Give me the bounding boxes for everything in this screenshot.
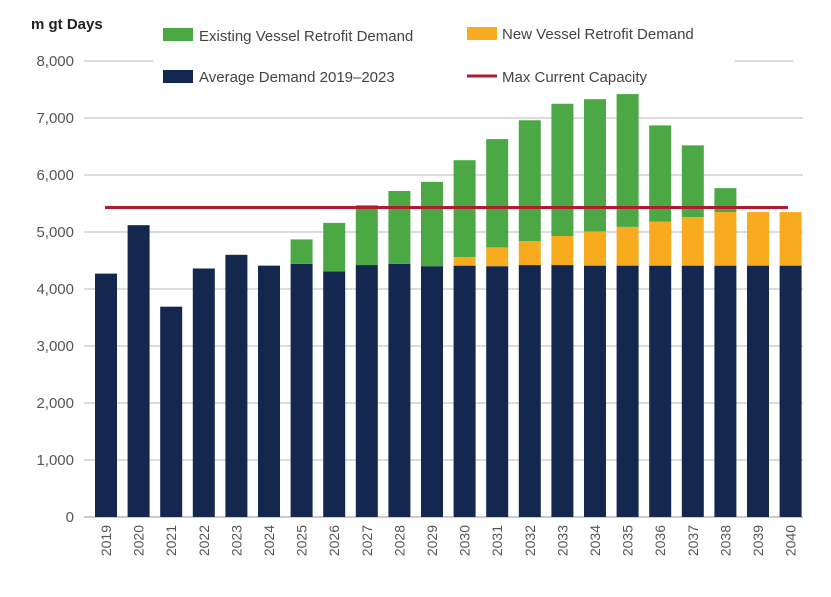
y-tick-label: 3,000 (36, 338, 74, 355)
bar-segment-new (779, 212, 802, 266)
bar-segment-new (584, 231, 606, 266)
y-axis-label: m gt Days (31, 16, 103, 33)
x-tick-label: 2037 (685, 525, 701, 556)
x-tick-label: 2021 (163, 525, 179, 556)
bar-segment-new (747, 212, 769, 266)
bar-segment-existing (681, 145, 704, 218)
bar-segment-average (486, 266, 509, 517)
x-tick-label: 2027 (359, 525, 375, 556)
bar-segment-existing (584, 99, 606, 232)
bar-segment-average (453, 265, 476, 517)
bar-segment-existing (290, 239, 313, 264)
bar-segment-average (388, 263, 411, 517)
x-tick-label: 2024 (261, 525, 277, 556)
bar-segment-average (681, 265, 704, 517)
legend: Existing Vessel Retrofit Demand New Vess… (163, 26, 694, 86)
bar-segment-existing (649, 125, 672, 222)
bar-segment-new (681, 217, 704, 266)
x-tick-label: 2031 (489, 525, 505, 556)
x-tick-label: 2028 (391, 525, 407, 556)
bar-segment-new (518, 241, 541, 266)
x-tick-label: 2038 (717, 525, 733, 556)
y-tick-label: 8,000 (36, 53, 74, 70)
bar-segment-new (714, 212, 737, 266)
x-tick-label: 2020 (131, 525, 147, 556)
bar-segment-average (355, 265, 378, 517)
x-tick-label: 2036 (652, 525, 668, 556)
y-tick-label: 7,000 (36, 110, 74, 127)
bar-segment-average (290, 263, 313, 517)
y-tick-label: 1,000 (36, 452, 74, 469)
bar-segment-existing (323, 222, 346, 272)
bar-segment-new (551, 235, 574, 266)
legend-swatch-average (163, 70, 193, 83)
bar-segment-existing (486, 139, 509, 248)
y-tick-label: 4,000 (36, 281, 74, 298)
bar-segment-average (192, 268, 215, 517)
x-axis-ticks: 2019 2020 2021 2022 2023 2024 2025 2026 2027 2028… (98, 525, 799, 556)
bar-segment-new (616, 226, 639, 266)
x-tick-label: 2025 (294, 525, 310, 556)
bar-segment-existing (388, 190, 411, 264)
bar-segment-existing (616, 94, 639, 227)
bar-segment-existing (518, 120, 541, 242)
legend-label-capacity: Max Current Capacity (502, 69, 648, 86)
x-tick-label: 2029 (424, 525, 440, 556)
x-tick-label: 2032 (522, 525, 538, 556)
bar-segment-average (95, 273, 117, 517)
x-tick-label: 2039 (750, 525, 766, 556)
legend-swatch-new (467, 27, 497, 40)
legend-label-existing: Existing Vessel Retrofit Demand (199, 28, 413, 45)
bar-segment-average (747, 265, 769, 517)
x-tick-label: 2030 (457, 525, 473, 556)
bar-segment-average (258, 265, 280, 517)
bar-segment-average (649, 265, 672, 517)
x-tick-label: 2019 (98, 525, 114, 556)
x-tick-label: 2035 (620, 525, 636, 556)
bar-segment-average (584, 265, 606, 517)
legend-label-new: New Vessel Retrofit Demand (502, 26, 694, 43)
bar-segment-average (127, 225, 150, 517)
bar-segment-new (453, 257, 476, 266)
bar-segment-existing (421, 181, 443, 267)
x-tick-label: 2026 (326, 525, 342, 556)
x-tick-label: 2023 (228, 525, 244, 556)
y-tick-label: 6,000 (36, 167, 74, 184)
legend-label-average: Average Demand 2019–2023 (199, 69, 395, 86)
y-axis-ticks: 0 1,000 2,000 3,000 4,000 5,000 6,000 7,000 8,00… (36, 53, 74, 526)
bar-segment-average (225, 254, 248, 518)
bar-segment-existing (355, 205, 378, 266)
bar-segment-existing (551, 103, 574, 236)
bars (95, 94, 802, 518)
y-tick-label: 5,000 (36, 224, 74, 241)
bar-segment-new (486, 247, 509, 267)
bar-segment-average (518, 265, 541, 517)
bar-segment-average (421, 266, 443, 517)
bar-segment-average (323, 271, 346, 517)
y-tick-label: 2,000 (36, 395, 74, 412)
bar-segment-new (649, 221, 672, 266)
x-tick-label: 2034 (587, 525, 603, 556)
bar-segment-average (714, 265, 737, 517)
bar-segment-average (160, 306, 183, 517)
x-tick-label: 2033 (554, 525, 570, 556)
legend-swatch-existing (163, 28, 193, 41)
x-tick-label: 2022 (196, 525, 212, 556)
bar-segment-average (616, 265, 639, 517)
x-tick-label: 2040 (783, 525, 799, 556)
y-tick-label: 0 (66, 509, 74, 526)
bar-segment-average (779, 265, 802, 517)
bar-segment-average (551, 265, 574, 517)
